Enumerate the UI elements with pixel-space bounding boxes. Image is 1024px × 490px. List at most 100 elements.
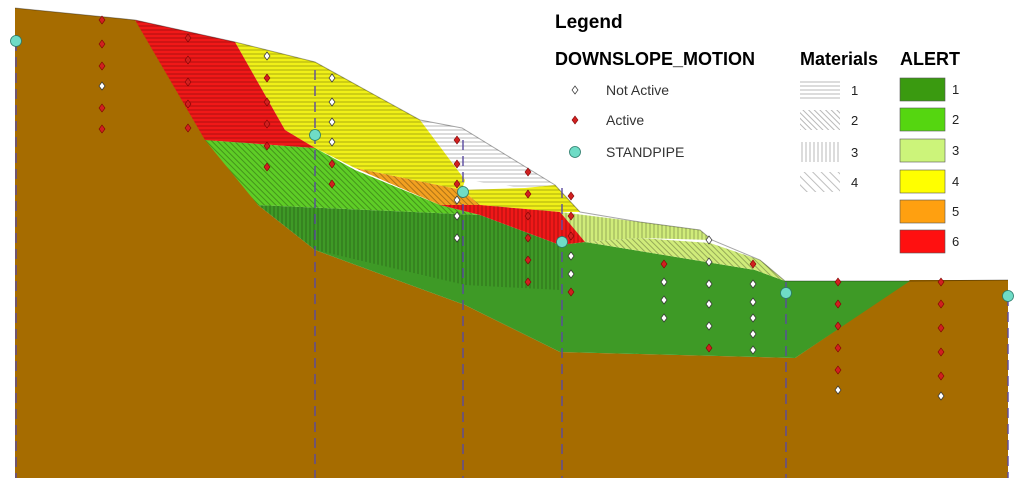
material-2-overlay [205, 140, 480, 215]
material-3-overlay [258, 205, 560, 290]
material-label: 2 [851, 113, 858, 128]
active-marker [567, 231, 575, 241]
active-marker [834, 299, 842, 309]
alert-swatch [899, 169, 946, 194]
inactive-marker [705, 235, 713, 245]
inactive-marker [328, 97, 336, 107]
active-marker [184, 55, 192, 65]
active-marker [524, 211, 532, 221]
active-marker [263, 162, 271, 172]
alert-heading: ALERT [900, 49, 960, 69]
material-1-overlay-c [462, 185, 580, 212]
inactive-marker [567, 269, 575, 279]
legend-title: Legend [555, 12, 623, 33]
active-marker [937, 323, 945, 333]
material-swatch-diagonal-hatch [800, 110, 840, 130]
active-marker [98, 39, 106, 49]
material-1-overlay [420, 120, 555, 188]
inclinometer-markers [98, 15, 945, 401]
alert-label: 5 [952, 204, 959, 219]
alert-swatch [899, 138, 946, 163]
inactive-marker [749, 329, 757, 339]
standpipe-marker [780, 287, 792, 299]
active-marker [705, 343, 713, 353]
alert-label: 1 [952, 82, 959, 97]
active-marker [184, 99, 192, 109]
standpipe-marker [309, 129, 321, 141]
inactive-marker [705, 279, 713, 289]
active-marker [660, 259, 668, 269]
standpipe-marker [10, 35, 22, 47]
material-swatch-vertical-hatch [800, 142, 840, 162]
active-marker [524, 167, 532, 177]
motion-item-label: Active [606, 112, 644, 128]
inactive-marker [705, 321, 713, 331]
standpipe-marker [556, 236, 568, 248]
motion-heading: DOWNSLOPE_MOTION [555, 49, 755, 69]
active-marker [834, 321, 842, 331]
inactive-marker [834, 385, 842, 395]
inactive-marker [749, 297, 757, 307]
material-2-overlay-c [355, 168, 480, 205]
material-2-overlay-b [585, 238, 785, 281]
inactive-marker [98, 81, 106, 91]
alert-label: 3 [952, 143, 959, 158]
inactive-marker [749, 345, 757, 355]
active-marker [937, 299, 945, 309]
material-swatch-horizontal-hatch [800, 80, 840, 100]
material-swatch-diagonal-sparse-hatch [800, 172, 840, 192]
material-label: 1 [851, 83, 858, 98]
inactive-marker [328, 137, 336, 147]
active-marker [98, 61, 106, 71]
material-3-overlay-b [560, 212, 712, 245]
active-marker [524, 189, 532, 199]
ground-surface-line [14, 7, 1009, 282]
active-marker [937, 277, 945, 287]
inactive-marker [749, 279, 757, 289]
inactive-marker [453, 211, 461, 221]
active-marker [834, 277, 842, 287]
red-diamond-icon [571, 115, 579, 125]
inactive-marker [453, 233, 461, 243]
material-label: 4 [851, 175, 858, 190]
active-marker [453, 135, 461, 145]
active-marker [263, 97, 271, 107]
material-1-overlay-b [235, 42, 465, 190]
inactive-marker [328, 73, 336, 83]
materials-heading: Materials [800, 49, 878, 69]
active-marker [567, 287, 575, 297]
active-marker [453, 159, 461, 169]
active-marker [834, 343, 842, 353]
alert-label: 2 [952, 112, 959, 127]
active-marker [524, 277, 532, 287]
active-marker [263, 141, 271, 151]
inactive-marker [937, 391, 945, 401]
legend: Legend DOWNSLOPE_MOTION Materials ALERT … [555, 12, 960, 254]
bedrock-zone [15, 8, 1008, 478]
material-1-overlay-d [135, 20, 315, 148]
active-marker [98, 15, 106, 25]
material-label: 3 [851, 145, 858, 160]
standpipe-marker [1002, 290, 1014, 302]
active-marker [567, 211, 575, 221]
inactive-marker [705, 257, 713, 267]
inactive-marker [660, 295, 668, 305]
inactive-marker [263, 51, 271, 61]
inactive-marker [660, 277, 668, 287]
material-3-overlay-c [440, 205, 585, 245]
motion-item-label: STANDPIPE [606, 144, 684, 160]
active-marker [328, 179, 336, 189]
active-marker [937, 347, 945, 357]
standpipes [10, 35, 1014, 302]
active-marker [567, 191, 575, 201]
active-marker [263, 119, 271, 129]
alert-swatch [899, 107, 946, 132]
alert-swatch [899, 229, 946, 254]
active-marker [263, 73, 271, 83]
inactive-marker [749, 313, 757, 323]
inactive-marker [660, 313, 668, 323]
active-marker [328, 159, 336, 169]
active-marker [98, 124, 106, 134]
alert-swatch [899, 77, 946, 102]
active-marker [937, 371, 945, 381]
